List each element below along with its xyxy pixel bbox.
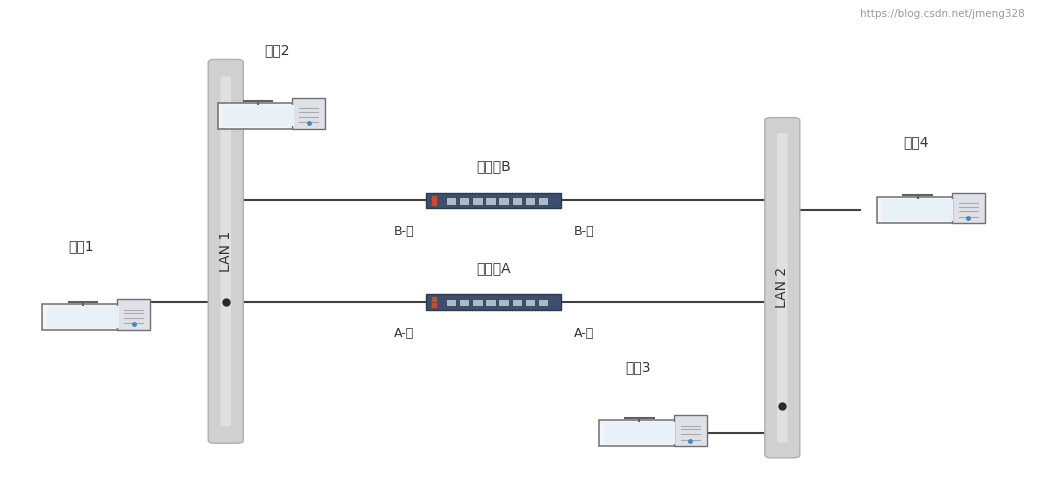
FancyBboxPatch shape xyxy=(446,197,456,205)
FancyBboxPatch shape xyxy=(117,299,150,330)
FancyBboxPatch shape xyxy=(499,299,509,306)
FancyBboxPatch shape xyxy=(426,193,561,209)
FancyBboxPatch shape xyxy=(217,103,298,129)
FancyBboxPatch shape xyxy=(511,299,522,306)
FancyBboxPatch shape xyxy=(777,133,788,443)
FancyBboxPatch shape xyxy=(446,299,456,306)
Text: B-左: B-左 xyxy=(394,225,414,239)
FancyBboxPatch shape xyxy=(525,299,535,306)
FancyBboxPatch shape xyxy=(604,423,675,444)
FancyBboxPatch shape xyxy=(952,193,985,223)
FancyBboxPatch shape xyxy=(525,197,535,205)
FancyBboxPatch shape xyxy=(292,98,325,129)
Text: 交换机B: 交换机B xyxy=(476,159,511,173)
FancyBboxPatch shape xyxy=(426,294,561,310)
FancyBboxPatch shape xyxy=(673,416,707,446)
Text: https://blog.csdn.net/jmeng328: https://blog.csdn.net/jmeng328 xyxy=(860,9,1024,19)
FancyBboxPatch shape xyxy=(485,299,496,306)
FancyBboxPatch shape xyxy=(459,197,470,205)
FancyBboxPatch shape xyxy=(511,197,522,205)
Text: LAN 2: LAN 2 xyxy=(775,267,790,308)
FancyBboxPatch shape xyxy=(485,197,496,205)
FancyBboxPatch shape xyxy=(499,197,509,205)
Text: 交换机A: 交换机A xyxy=(477,261,511,275)
FancyBboxPatch shape xyxy=(765,117,800,458)
FancyBboxPatch shape xyxy=(538,197,549,205)
Text: LAN 1: LAN 1 xyxy=(219,231,233,272)
Text: A-左: A-左 xyxy=(394,327,414,340)
FancyBboxPatch shape xyxy=(598,420,680,446)
Text: 机器4: 机器4 xyxy=(904,135,929,149)
FancyBboxPatch shape xyxy=(208,60,243,443)
FancyBboxPatch shape xyxy=(222,105,294,126)
Text: 机器3: 机器3 xyxy=(625,360,650,374)
Text: 机器1: 机器1 xyxy=(69,239,95,253)
FancyBboxPatch shape xyxy=(882,199,954,221)
FancyBboxPatch shape xyxy=(43,304,124,330)
FancyBboxPatch shape xyxy=(538,299,549,306)
FancyBboxPatch shape xyxy=(472,197,482,205)
Text: 机器2: 机器2 xyxy=(265,43,290,57)
FancyBboxPatch shape xyxy=(472,299,482,306)
FancyBboxPatch shape xyxy=(459,299,470,306)
FancyBboxPatch shape xyxy=(220,76,231,426)
FancyBboxPatch shape xyxy=(877,197,958,223)
Text: B-右: B-右 xyxy=(574,225,594,239)
Text: A-右: A-右 xyxy=(574,327,593,340)
FancyBboxPatch shape xyxy=(47,306,118,327)
